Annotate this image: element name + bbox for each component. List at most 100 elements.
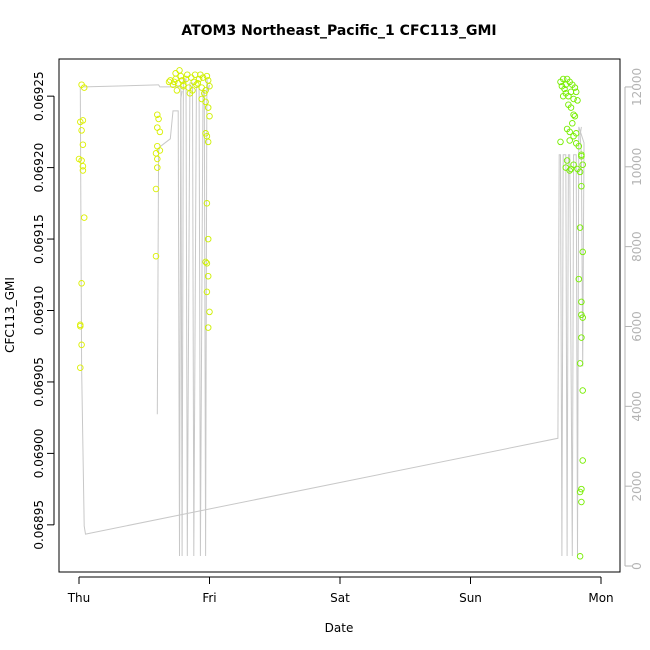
data-point-21: [156, 147, 164, 154]
data-point-109: [566, 167, 573, 174]
data-point-107: [579, 161, 586, 168]
y2-tick-label-5: 10000: [630, 148, 644, 186]
data-point-27: [165, 78, 173, 86]
x-axis: Thu Fri Sat Sun Mon: [67, 576, 614, 605]
data-point-13: [77, 322, 84, 330]
data-point-73: [204, 324, 212, 331]
data-point-94: [569, 120, 576, 127]
data-point-86: [572, 88, 580, 96]
data-point-11: [78, 280, 85, 287]
data-point-116: [575, 275, 583, 283]
data-point-56: [173, 87, 181, 94]
y-tick-label-1: 0.06900: [32, 429, 46, 479]
y2-tick-label-6: 12000: [630, 68, 644, 106]
data-point-58: [191, 71, 199, 78]
data-point-67: [204, 235, 212, 243]
data-point-123: [579, 457, 586, 464]
data-point-63: [202, 130, 209, 137]
data-point-87: [574, 97, 581, 104]
y2-tick-label-1: 2000: [630, 471, 644, 502]
x-tick-label-4: Mon: [588, 591, 613, 605]
data-point-46: [206, 82, 213, 90]
y2-tick-label-4: 8000: [630, 231, 644, 262]
data-point-125: [576, 488, 584, 496]
chart-title: ATOM3 Northeast_Pacific_1 CFC113_GMI: [181, 23, 496, 39]
data-point-110: [567, 165, 575, 173]
y2-tick-label-0: 0: [630, 562, 644, 570]
data-point-50: [184, 71, 191, 78]
data-point-23: [154, 155, 161, 163]
x-axis-label: Date: [325, 621, 354, 635]
data-point-30: [171, 78, 178, 86]
data-point-16: [154, 111, 161, 118]
data-point-41: [195, 75, 203, 83]
data-point-89: [562, 90, 570, 97]
data-point-72: [206, 308, 213, 316]
data-point-101: [557, 138, 564, 146]
data-point-10: [80, 214, 88, 221]
data-point-117: [578, 298, 585, 306]
data-point-122: [579, 387, 586, 394]
data-point-127: [576, 553, 584, 560]
data-point-22: [152, 150, 160, 157]
data-point-126: [578, 498, 585, 506]
data-point-1: [80, 84, 88, 91]
data-point-119: [579, 314, 586, 321]
x-tick-label-1: Fri: [202, 591, 216, 605]
data-point-17: [155, 115, 162, 123]
data-point-65: [204, 138, 212, 146]
data-point-48: [176, 67, 183, 74]
altitude-line-1: [79, 86, 585, 557]
data-point-70: [204, 272, 212, 280]
data-point-4: [78, 127, 85, 134]
data-point-52: [194, 80, 202, 87]
data-point-99: [570, 132, 577, 140]
data-point-66: [203, 200, 211, 207]
data-point-8: [79, 162, 87, 170]
data-point-69: [203, 260, 211, 267]
data-point-121: [576, 360, 584, 367]
data-point-25: [152, 185, 160, 193]
data-point-112: [576, 168, 584, 176]
data-point-113: [578, 182, 585, 190]
data-point-71: [203, 288, 211, 296]
data-point-91: [567, 104, 575, 111]
data-point-26: [152, 252, 160, 260]
data-point-3: [77, 118, 84, 126]
y-axis-label: CFC113_GMI: [3, 277, 17, 353]
data-point-115: [579, 248, 586, 256]
x-tick-label-0: Thu: [67, 591, 91, 605]
data-point-76: [559, 75, 567, 83]
data-point-68: [202, 258, 209, 266]
data-point-98: [566, 137, 573, 144]
data-point-34: [178, 77, 186, 84]
data-point-120: [578, 334, 585, 341]
y-tick-label-2: 0.06905: [32, 357, 46, 407]
data-point-47: [172, 70, 179, 77]
data-point-102: [563, 157, 571, 164]
y-tick-label-5: 0.06920: [32, 143, 46, 193]
y2-tick-label-3: 6000: [630, 311, 644, 342]
data-point-92: [570, 111, 577, 118]
data-point-55: [203, 72, 211, 80]
data-point-85: [571, 84, 579, 91]
y-tick-label-6: 0.06925: [32, 71, 46, 121]
data-point-57: [186, 90, 194, 97]
data-point-61: [204, 104, 212, 111]
data-point-40: [193, 81, 200, 88]
data-point-104: [575, 142, 583, 150]
altitude-line-2: [84, 78, 210, 557]
data-point-37: [185, 84, 192, 91]
y2-tick-label-2: 4000: [630, 391, 644, 422]
data-point-54: [201, 90, 208, 97]
data-point-14: [78, 341, 85, 349]
data-point-45: [204, 77, 212, 84]
data-point-84: [570, 95, 577, 103]
data-point-9: [79, 167, 87, 174]
data-point-59: [198, 95, 205, 103]
data-point-106: [578, 152, 585, 160]
data-point-44: [202, 87, 209, 94]
data-point-114: [576, 224, 584, 231]
x-tick-label-2: Sat: [330, 591, 350, 605]
